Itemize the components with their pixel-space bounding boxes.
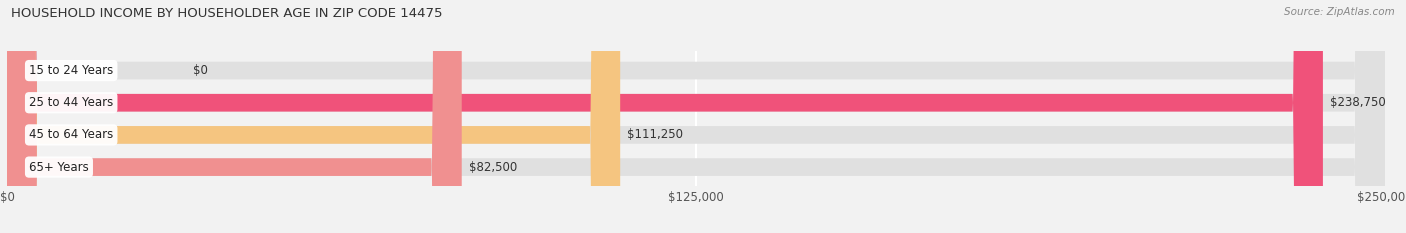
FancyBboxPatch shape	[7, 0, 1385, 233]
Text: 25 to 44 Years: 25 to 44 Years	[30, 96, 114, 109]
Text: $238,750: $238,750	[1330, 96, 1385, 109]
FancyBboxPatch shape	[7, 0, 620, 233]
FancyBboxPatch shape	[7, 0, 1385, 233]
Text: 15 to 24 Years: 15 to 24 Years	[30, 64, 114, 77]
Text: $111,250: $111,250	[627, 128, 683, 141]
Text: Source: ZipAtlas.com: Source: ZipAtlas.com	[1284, 7, 1395, 17]
Text: 45 to 64 Years: 45 to 64 Years	[30, 128, 114, 141]
Text: $82,500: $82,500	[468, 161, 517, 174]
FancyBboxPatch shape	[7, 0, 461, 233]
FancyBboxPatch shape	[7, 0, 1385, 233]
FancyBboxPatch shape	[7, 0, 1323, 233]
FancyBboxPatch shape	[7, 0, 1385, 233]
Text: 65+ Years: 65+ Years	[30, 161, 89, 174]
Text: $0: $0	[193, 64, 208, 77]
Text: HOUSEHOLD INCOME BY HOUSEHOLDER AGE IN ZIP CODE 14475: HOUSEHOLD INCOME BY HOUSEHOLDER AGE IN Z…	[11, 7, 443, 20]
